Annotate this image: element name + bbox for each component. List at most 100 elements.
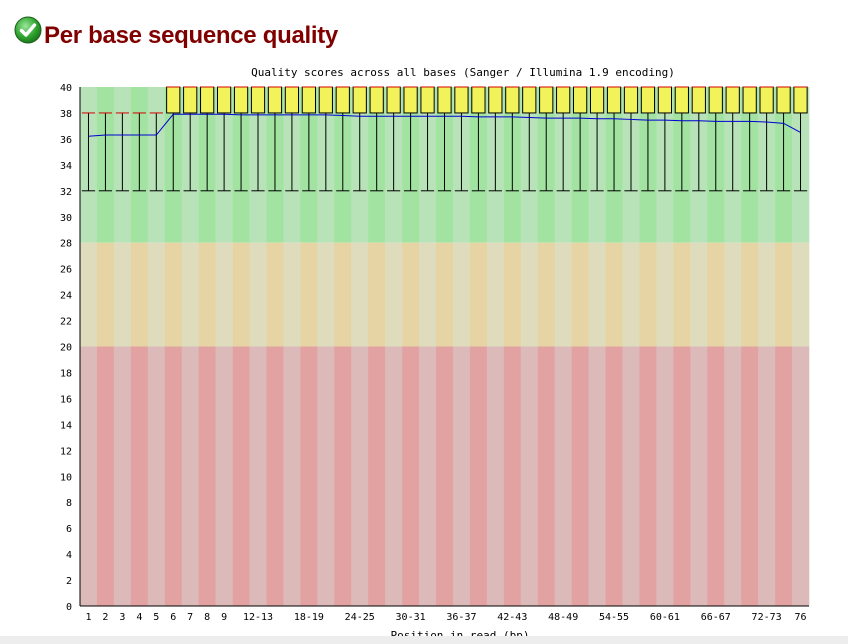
y-tick-label: 16: [60, 394, 72, 405]
zone-band-1-6: [181, 242, 199, 347]
boxplot-marks: [81, 86, 808, 192]
zone-band-1-22: [452, 242, 471, 347]
x-tick-label: 5: [153, 612, 159, 623]
box-74-75: [776, 86, 791, 192]
box-42-43: [505, 86, 520, 192]
y-tick-label: 6: [66, 524, 72, 535]
interquartile-box: [183, 86, 198, 114]
zone-band-1-8: [215, 242, 233, 347]
interquartile-box: [589, 86, 605, 114]
chart-axes: [79, 87, 809, 607]
y-tick-label: 18: [60, 368, 72, 379]
box-9: [216, 86, 232, 192]
zone-band-2-35: [673, 346, 691, 606]
box-3: [115, 112, 129, 192]
interquartile-box: [200, 86, 215, 114]
interquartile-box: [725, 86, 740, 114]
zone-band-2-28: [554, 346, 572, 606]
interquartile-box: [522, 86, 537, 114]
zone-band-1-35: [673, 242, 691, 347]
x-tick-label: 18-19: [294, 612, 324, 623]
box-12-13: [250, 86, 266, 192]
zone-band-2-22: [452, 346, 471, 606]
interquartile-box: [793, 86, 808, 114]
box-16-17: [284, 86, 300, 192]
mean-series-line: [88, 113, 801, 137]
zone-band-1-41: [775, 242, 793, 347]
interquartile-box: [250, 86, 266, 114]
x-tick-label: 72-73: [752, 612, 782, 623]
x-tick-label: 12-13: [243, 612, 273, 623]
zone-band-1-21: [436, 242, 454, 347]
quality-zones: [80, 87, 810, 606]
interquartile-box: [708, 86, 723, 114]
box-64-65: [691, 86, 706, 192]
interquartile-box: [403, 86, 418, 114]
box-4: [132, 112, 146, 192]
zone-band-2-20: [419, 346, 437, 606]
zone-band-2-32: [622, 346, 640, 606]
section-title: Per base sequence quality: [44, 22, 338, 49]
zone-band-1-2: [113, 242, 132, 347]
interquartile-box: [166, 86, 181, 114]
x-tick-label: 8: [204, 612, 210, 623]
box-34-35: [437, 86, 452, 192]
y-tick-label: 24: [60, 291, 72, 302]
interquartile-box: [691, 86, 706, 114]
box-40-41: [488, 86, 503, 192]
zone-band-2-23: [469, 346, 488, 606]
interquartile-box: [776, 86, 791, 114]
interquartile-box: [420, 86, 435, 114]
box-14-15: [267, 86, 283, 192]
y-tick-label: 0: [66, 602, 72, 613]
zone-band-2-1: [96, 346, 115, 606]
zone-band-2-38: [724, 346, 742, 606]
box-22-23: [335, 86, 350, 192]
zone-band-1-5: [164, 242, 183, 347]
y-tick-label: 14: [60, 420, 72, 431]
zone-band-2-9: [232, 346, 250, 606]
x-tick-label: 30-31: [396, 612, 426, 623]
box-70-71: [742, 86, 757, 192]
zone-band-2-13: [300, 346, 318, 606]
zone-band-2-36: [690, 346, 708, 606]
bottom-strip: [0, 636, 848, 644]
zone-band-2-41: [775, 346, 793, 606]
interquartile-box: [284, 86, 300, 114]
zone-band-1-1: [96, 242, 115, 347]
interquartile-box: [267, 86, 283, 114]
box-6: [166, 86, 181, 192]
zone-band-1-7: [198, 242, 216, 347]
interquartile-box: [573, 86, 588, 114]
interquartile-box: [233, 86, 249, 114]
interquartile-box: [742, 86, 757, 114]
zone-band-2-24: [486, 346, 505, 606]
zone-band-2-42: [792, 346, 810, 606]
box-32-33: [420, 86, 435, 192]
zone-band-1-39: [741, 242, 759, 347]
section-header: Per base sequence quality: [14, 10, 338, 50]
y-tick-label: 8: [66, 498, 72, 509]
y-tick-label: 10: [60, 472, 72, 483]
x-tick-label: 48-49: [548, 612, 578, 623]
zone-band-1-38: [724, 242, 742, 347]
zone-band-2-19: [402, 346, 420, 606]
zone-band-1-4: [147, 242, 166, 347]
x-tick-label: 24-25: [345, 612, 375, 623]
zone-band-2-33: [639, 346, 657, 606]
zone-band-1-0: [80, 242, 98, 347]
x-tick-label: 4: [136, 612, 142, 623]
zone-band-2-27: [537, 346, 555, 606]
box-52-53: [589, 86, 605, 192]
box-44-45: [522, 86, 537, 192]
box-26-27: [369, 86, 384, 192]
y-tick-label: 12: [60, 446, 72, 457]
box-36-37: [454, 86, 469, 192]
interquartile-box: [437, 86, 452, 114]
interquartile-box: [505, 86, 520, 114]
interquartile-box: [606, 86, 622, 114]
box-2: [98, 112, 113, 192]
interquartile-box: [216, 86, 232, 114]
x-tick-label: 54-55: [599, 612, 629, 623]
y-tick-label: 40: [60, 83, 72, 94]
